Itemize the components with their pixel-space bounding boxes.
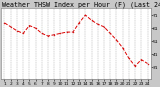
Title: Milwaukee Weather THSW Index per Hour (F) (Last 24 Hours): Milwaukee Weather THSW Index per Hour (F… [0,1,160,8]
